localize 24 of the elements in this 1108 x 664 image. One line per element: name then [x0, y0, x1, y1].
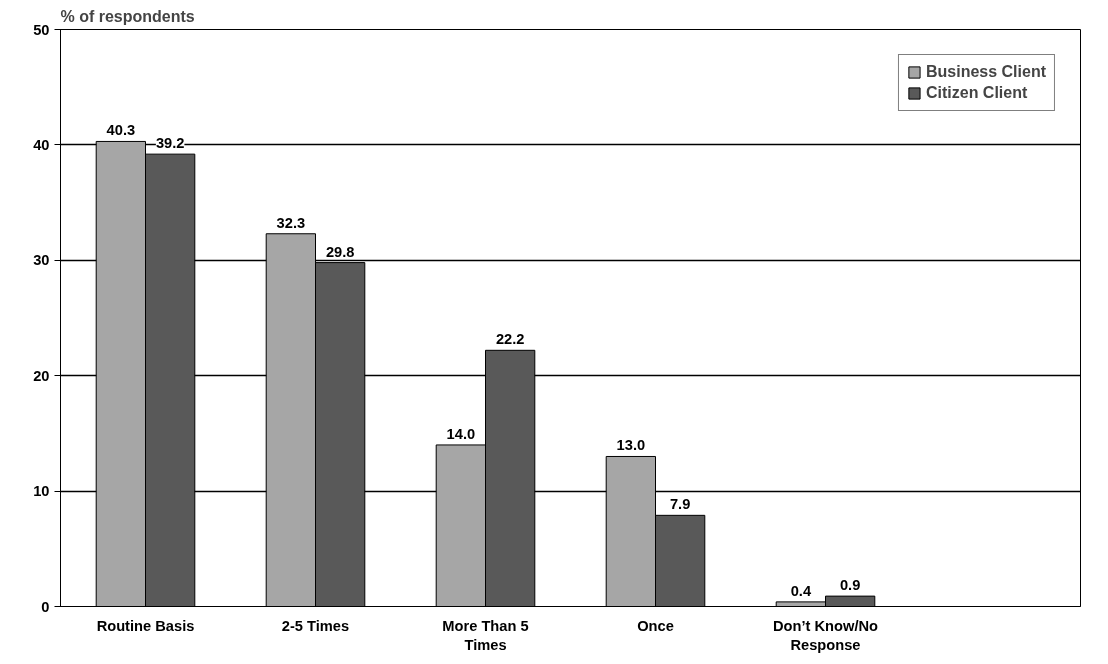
legend-label: Citizen Client [925, 84, 1028, 102]
data-label: 14.0 [446, 425, 476, 442]
x-tick-label: 2-5 Times [281, 617, 350, 634]
x-tick-label: Don’t Know/No Response [772, 617, 879, 653]
data-label: 39.2 [155, 135, 185, 152]
data-label: 7.9 [669, 496, 691, 513]
y-tick-label: 40 [33, 136, 50, 153]
legend-label: Business Client [925, 63, 1046, 81]
y-tick-label: 20 [33, 367, 50, 384]
data-label: 40.3 [106, 122, 136, 139]
data-label: 0.9 [839, 577, 861, 594]
x-tick-label: More Than 5 Times [442, 617, 529, 653]
data-label: 0.4 [790, 582, 812, 599]
data-label: 32.3 [276, 214, 306, 231]
y-tick-label: 30 [33, 252, 50, 269]
y-tick-label: 10 [33, 483, 50, 500]
data-label: 13.0 [616, 437, 646, 454]
data-label: 29.8 [325, 243, 355, 260]
x-tick-label: Once [637, 617, 674, 634]
y-tick-label: 50 [33, 21, 50, 38]
data-label: 22.2 [495, 331, 525, 348]
y-tick-label: 0 [41, 598, 50, 615]
x-tick-label: Routine Basis [96, 617, 195, 634]
y-axis-title: % of respondents [60, 7, 195, 25]
